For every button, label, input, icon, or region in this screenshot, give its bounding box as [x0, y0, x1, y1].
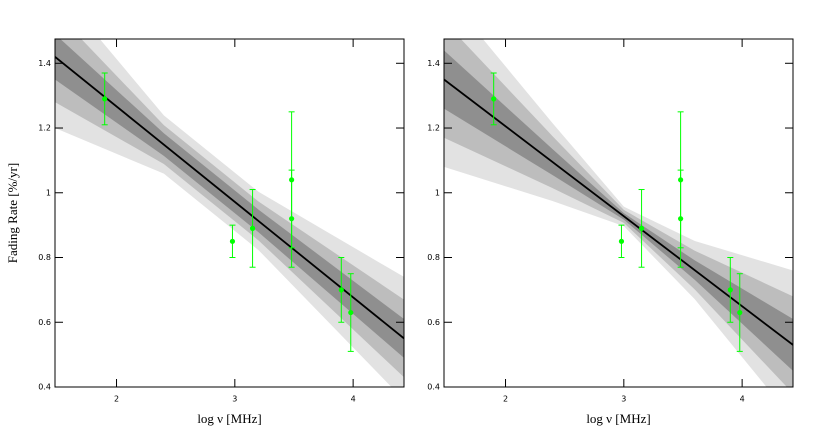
y-tick-label: 0.6 — [38, 318, 51, 327]
x-tick-label: 4 — [740, 395, 745, 404]
fit-line — [444, 78, 793, 346]
y-tick-label: 1.2 — [38, 124, 51, 133]
x-tick-label: 3 — [232, 395, 237, 404]
y-tick-label: 0.4 — [38, 383, 51, 392]
y-tick-label: 0.4 — [427, 383, 440, 392]
data-point — [348, 309, 354, 316]
x-tick-label: 2 — [503, 395, 508, 404]
data-point — [338, 287, 344, 293]
y-tick-label: 0.8 — [427, 253, 440, 262]
x-axis-label: log ν [MHz] — [586, 411, 650, 426]
confidence-band — [444, 39, 793, 387]
data-point — [289, 177, 295, 183]
y-tick-label: 1 — [46, 188, 51, 197]
y-tick-label: 1.2 — [427, 124, 440, 133]
plot-frame — [54, 38, 405, 388]
data-point — [618, 238, 625, 244]
plot-frame — [443, 38, 794, 388]
y-tick-label: 1.4 — [38, 59, 51, 68]
confidence-band — [444, 50, 793, 371]
x-tick-label: 2 — [114, 395, 119, 404]
y-tick-label: 0.8 — [38, 253, 51, 262]
data-point — [229, 238, 236, 244]
plot-area — [55, 39, 404, 387]
data-point — [727, 287, 733, 293]
x-tick-label: 4 — [351, 395, 356, 404]
y-tick-label: 0.6 — [427, 318, 440, 327]
fit-line — [55, 56, 404, 340]
data-point — [638, 225, 645, 231]
x-axis-label: log ν [MHz] — [197, 411, 261, 426]
data-point — [678, 177, 684, 183]
data-point — [102, 96, 108, 102]
y-axis-label: Fading Rate [%/yr] — [5, 163, 20, 263]
x-tick-label: 3 — [621, 395, 626, 404]
y-tick-label: 1 — [435, 188, 440, 197]
data-point — [249, 225, 256, 231]
data-point — [491, 96, 497, 102]
confidence-band — [55, 39, 404, 358]
plot-area — [444, 39, 793, 387]
data-point — [737, 309, 743, 316]
y-tick-label: 1.4 — [427, 59, 440, 68]
